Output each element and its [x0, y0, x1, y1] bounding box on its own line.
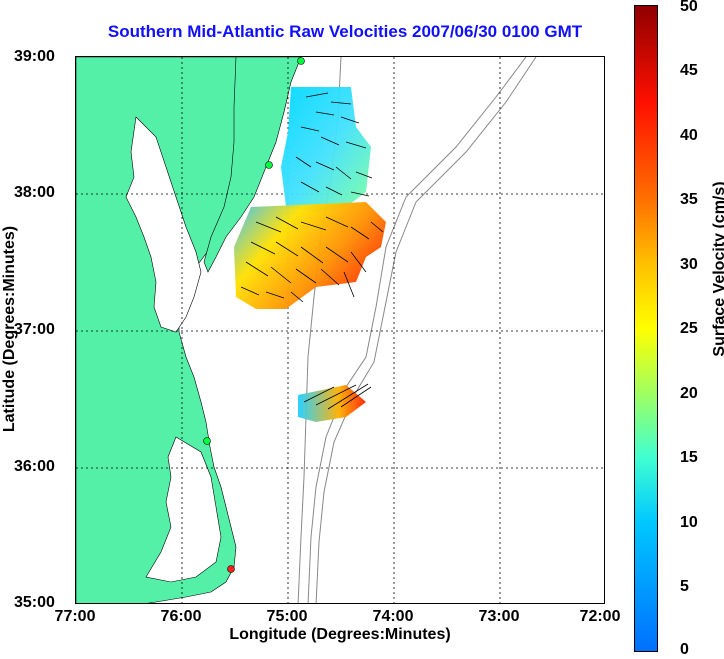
map-plot-area: [75, 56, 605, 604]
colorbar-tick: 15: [680, 449, 698, 466]
colorbar-tick: 20: [680, 385, 698, 402]
map-svg: [76, 57, 604, 603]
velocity-field-central: [234, 202, 386, 309]
colorbar-tick: 30: [680, 256, 698, 273]
colorbar-tick: 35: [680, 191, 698, 208]
x-tick: 77:00: [54, 608, 96, 625]
bathymetry-contour: [315, 57, 537, 603]
bathymetry-contour: [307, 57, 527, 603]
colorbar-tick: 0: [680, 641, 689, 658]
pamlico-sound: [145, 436, 222, 583]
station-marker: [297, 57, 305, 65]
x-axis-label: Longitude (Degrees:Minutes): [229, 626, 451, 643]
x-tick: 76:00: [160, 608, 202, 625]
colorbar-tick: 45: [680, 62, 698, 79]
velocity-arrows: [240, 92, 384, 410]
colorbar-label: Surface Velocity (cm/s): [711, 181, 724, 357]
y-tick: 37:00: [14, 321, 55, 338]
y-tick: 39:00: [14, 48, 55, 65]
y-axis-label: Latitude (Degrees:Minutes): [1, 225, 18, 433]
velocity-field-south: [298, 385, 366, 422]
x-tick: 75:00: [266, 608, 308, 625]
y-tick: 36:00: [14, 458, 55, 475]
colorbar-tick: 25: [680, 320, 698, 337]
land-delmarva: [203, 57, 302, 273]
station-marker: [265, 161, 273, 169]
station-marker: [203, 437, 211, 445]
colorbar-tick: 40: [680, 127, 698, 144]
map-title: Southern Mid-Atlantic Raw Velocities 200…: [107, 22, 583, 41]
velocity-field-north: [281, 87, 371, 212]
x-tick: 74:00: [372, 608, 414, 625]
colorbar: [634, 5, 658, 652]
colorbar-tick: 10: [680, 514, 698, 531]
x-tick: 72:00: [579, 608, 621, 625]
y-tick: 38:00: [14, 184, 55, 201]
colorbar-tick: 5: [680, 578, 689, 595]
colorbar-tick: 50: [680, 0, 698, 15]
station-marker: [227, 565, 235, 573]
y-tick: 35:00: [14, 594, 55, 611]
x-tick: 73:00: [478, 608, 520, 625]
